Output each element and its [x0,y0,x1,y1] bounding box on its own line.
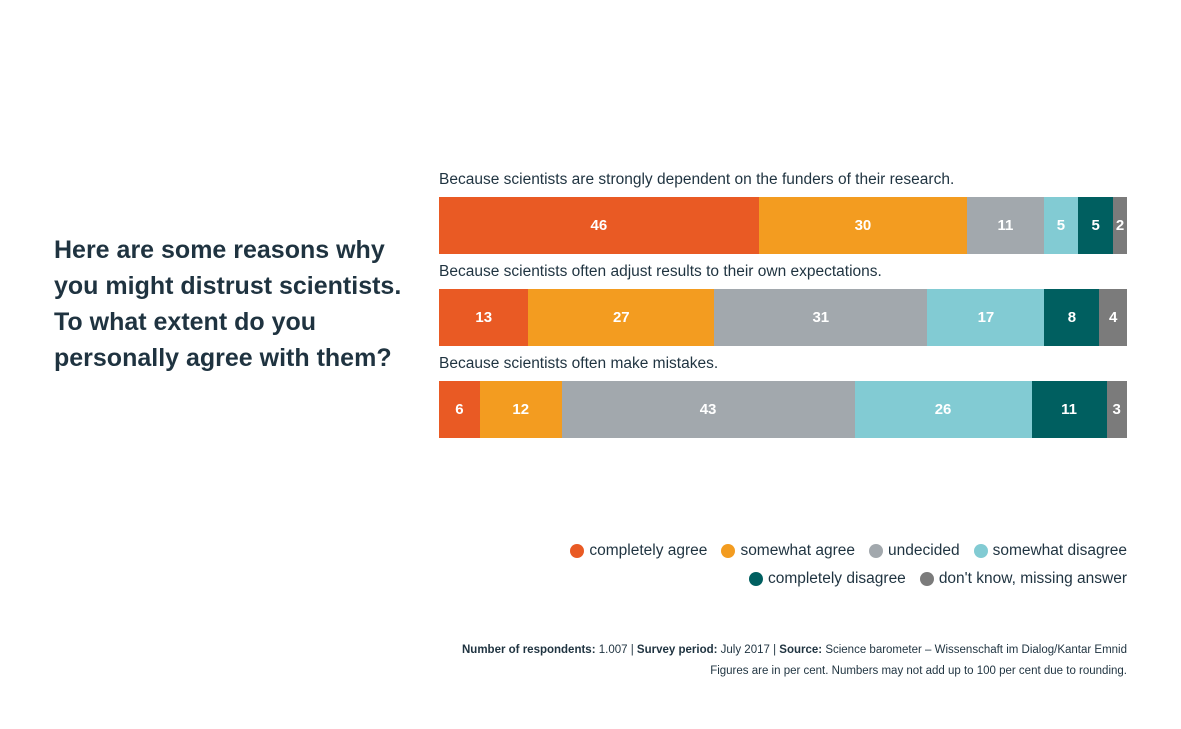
bar-segment: 13 [439,289,529,346]
question-line: you might distrust scientists. [54,272,402,300]
category-label: Because scientists are strongly dependen… [439,171,955,188]
category-label: Because scientists often adjust results … [439,263,882,280]
footer-meta: Number of respondents: 1.007 | Survey pe… [462,644,1127,656]
bar-segment: 12 [479,381,562,438]
legend-label: somewhat disagree [992,542,1127,559]
question-line: personally agree with them? [54,344,392,372]
bar-segment: 30 [758,197,968,254]
data-label: 43 [699,401,717,418]
legend-label: completely disagree [767,570,906,587]
legend-item: don't know, missing answer [919,570,1127,588]
data-label: 5 [1056,217,1066,234]
bar-segment: 5 [1078,197,1114,254]
period-label: Survey period: [636,644,718,656]
legend-swatch [748,572,763,586]
bar-segment: 4 [1099,289,1127,346]
legend-swatch [869,544,884,558]
question-line: To what extent do you [54,308,317,336]
bar-segment: 6 [439,381,480,438]
legend-item: somewhat disagree [973,542,1127,560]
bar-segment: 11 [1031,381,1107,438]
bar-segment: 26 [854,381,1032,438]
legend-row: completely disagree don't know, missing a… [487,565,1127,593]
data-label: 8 [1067,309,1077,326]
footer-note: Figures are in per cent. Numbers may not… [710,665,1127,677]
category-label: Because scientists often make mistakes. [439,355,719,372]
chart-question: Here are some reasons why you might dist… [54,232,424,376]
legend-item: completely disagree [748,570,906,588]
data-label: 30 [854,217,872,234]
data-label: 11 [1061,401,1077,418]
data-label: 6 [455,401,464,418]
legend: completely agree somewhat agree undecided s… [487,537,1127,593]
period-value: July 2017 [720,644,770,656]
stacked-bar: 46 30 11 5 5 2 [439,197,1127,254]
legend-label: undecided [888,542,960,559]
bar-segment: 27 [528,289,715,346]
data-label: 2 [1115,217,1125,234]
legend-item: undecided [869,542,960,560]
data-label: 46 [590,217,608,234]
bar-segment: 31 [714,289,928,346]
data-label: 11 [997,217,1014,234]
data-label: 17 [977,309,995,326]
legend-label: completely agree [589,542,708,559]
legend-label: somewhat agree [740,542,856,559]
bar-segment: 2 [1113,197,1127,254]
data-label: 13 [475,309,493,326]
bar-segment: 8 [1044,289,1100,346]
question-line: Here are some reasons why [54,236,385,264]
stacked-bar: 6 12 43 26 11 3 [439,381,1127,438]
bar-segment: 43 [561,381,855,438]
legend-label: don't know, missing answer [938,570,1127,587]
legend-swatch [919,572,934,586]
source-label: Source: [779,644,823,656]
legend-item: somewhat agree [721,542,855,560]
bar-segment: 17 [927,289,1045,346]
data-label: 3 [1112,401,1121,418]
bar-segment: 46 [439,197,759,254]
bar-segment: 3 [1106,381,1127,438]
legend-item: completely agree [570,542,707,560]
stacked-bar: 13 27 31 17 8 4 [439,289,1127,346]
bar-segment: 5 [1043,197,1079,254]
legend-swatch [973,544,988,558]
chart-footer: Number of respondents: 1.007 | Survey pe… [462,640,1127,682]
source-value: Science barometer – Wissenschaft im Dial… [825,644,1127,656]
data-label: 4 [1109,309,1118,326]
legend-swatch [570,544,585,558]
legend-swatch [721,544,736,558]
legend-row: completely agree somewhat agree undecided s… [487,537,1127,565]
data-label: 27 [612,309,630,326]
data-label: 5 [1091,217,1100,234]
data-label: 26 [934,401,952,418]
respondents-value: 1.007 [598,644,628,656]
data-label: 31 [812,309,830,326]
respondents-label: Number of respondents: [462,644,596,656]
data-label: 12 [512,401,530,418]
bar-segment: 11 [967,197,1044,254]
